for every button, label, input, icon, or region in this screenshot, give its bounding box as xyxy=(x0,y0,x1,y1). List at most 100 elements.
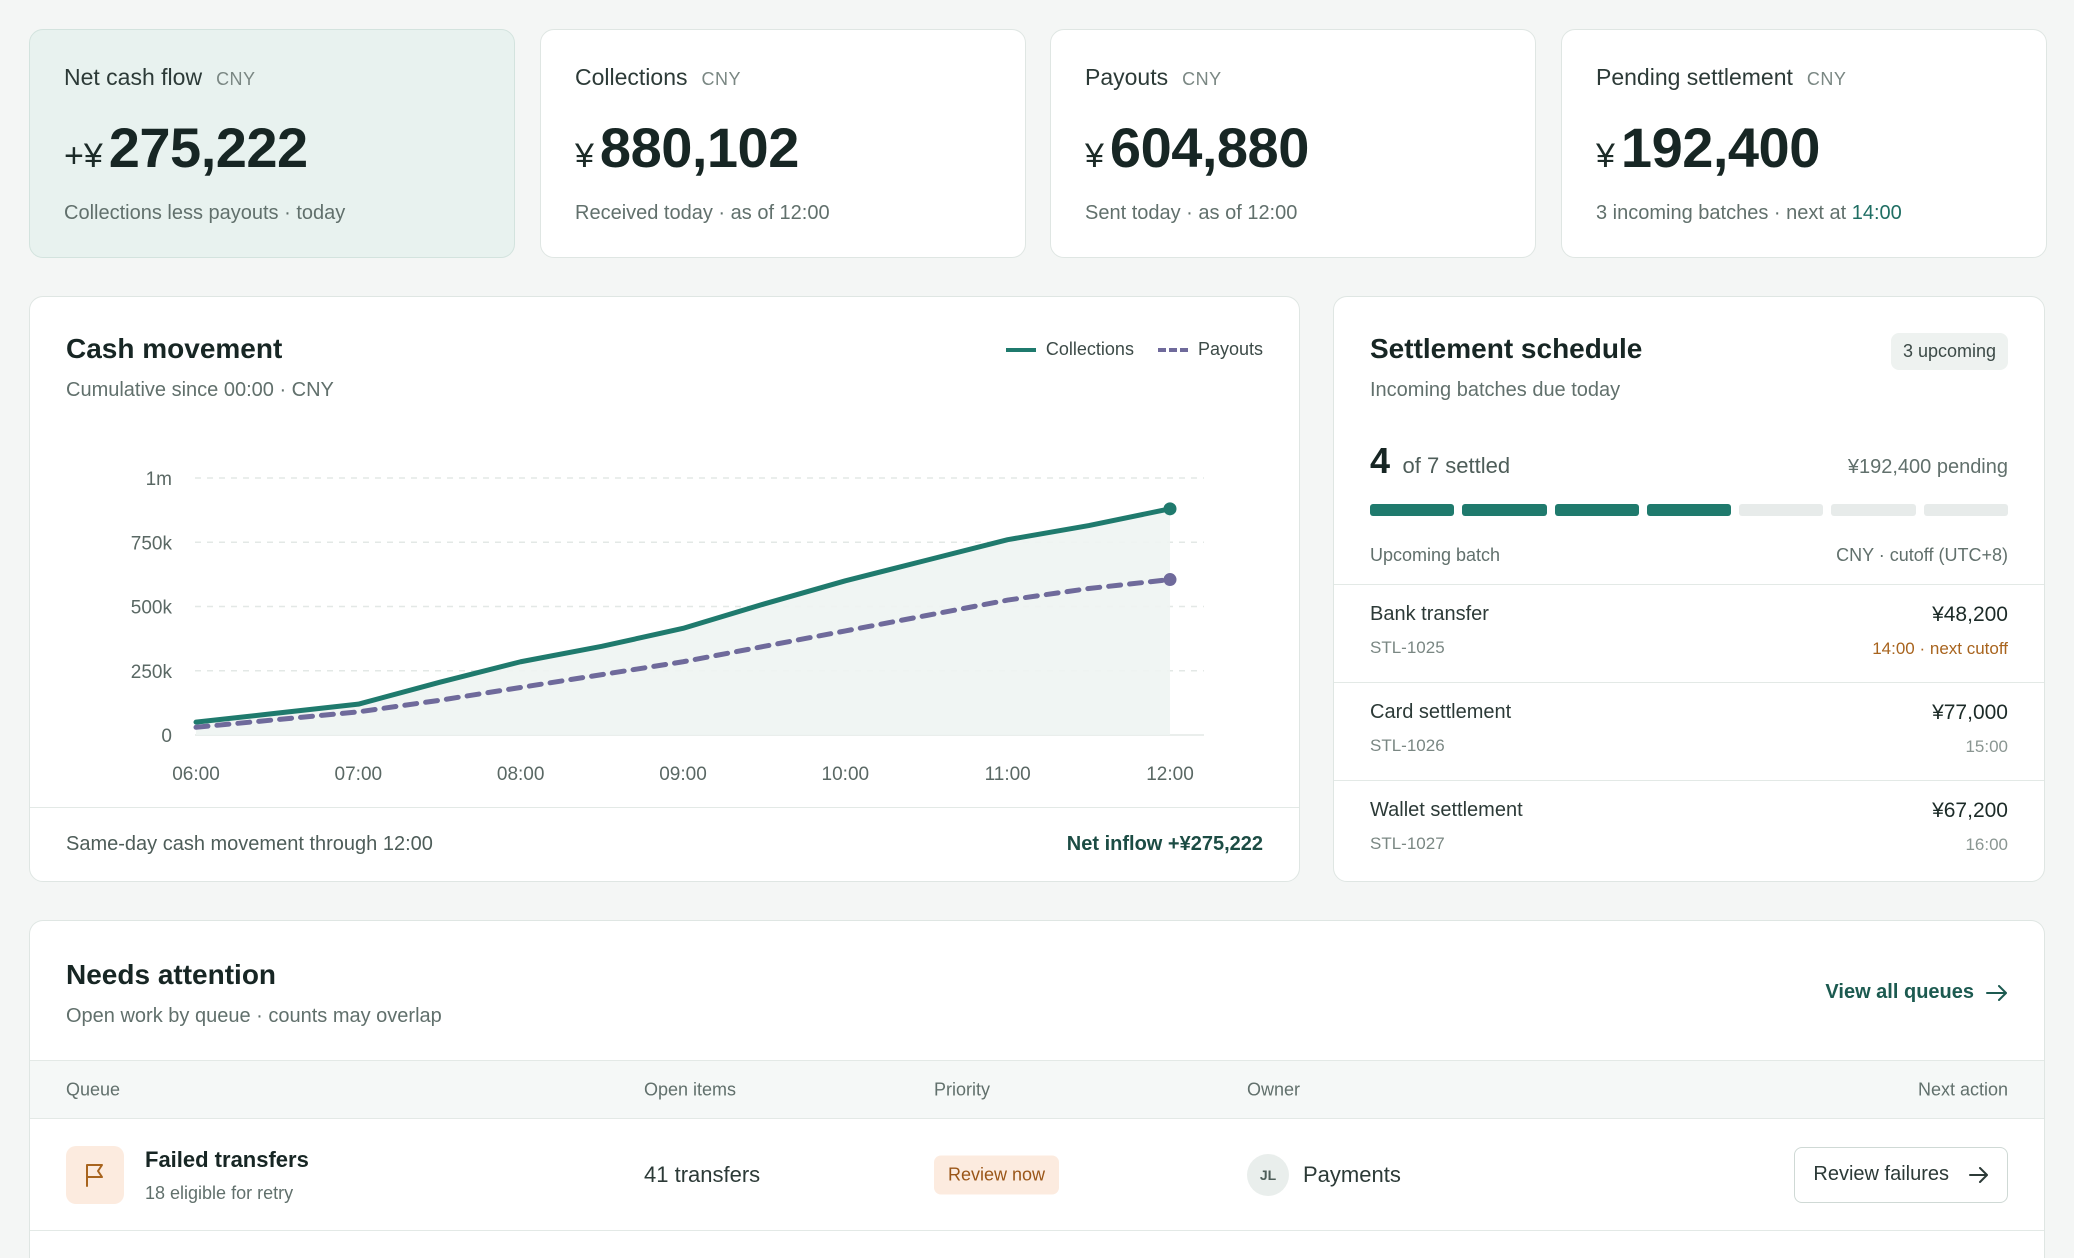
legend-label: Collections xyxy=(1045,339,1134,359)
x-tick-label: 07:00 xyxy=(335,764,383,785)
kpi-title: Collections xyxy=(575,64,688,90)
chart-footer: Same-day cash movement through 12:00 Net… xyxy=(30,807,1299,881)
table-row[interactable]: Failed transfers 18 eligible for retry 4… xyxy=(30,1119,2044,1231)
kpi-unit: CNY xyxy=(216,69,256,89)
legend-label: Payouts xyxy=(1197,339,1263,359)
batch-row[interactable]: Bank transfer STL-1025 ¥48,200 14:00 · n… xyxy=(1334,584,2044,682)
settled-of: of 7 settled xyxy=(1402,453,1511,478)
kpi-currency: ¥ xyxy=(1085,137,1104,175)
x-tick-label: 09:00 xyxy=(659,764,707,785)
y-tick-label: 0 xyxy=(161,726,172,747)
cash-movement-chart: 0 250k 500k 750k 1m 06:00 07:00 08:00 09:00 10:00… xyxy=(131,469,1204,785)
batch-list-header: Upcoming batch CNY · cutoff (UTC+8) xyxy=(1334,545,2044,583)
col-queue[interactable]: Queue xyxy=(66,1079,121,1099)
kpi-value: 275,222 xyxy=(108,116,308,179)
x-tick-label: 06:00 xyxy=(172,764,220,785)
button-label: Review failures xyxy=(1813,1163,1949,1185)
card-title: Settlement schedule xyxy=(1370,333,1643,364)
legend-item-collections: Collections xyxy=(1005,339,1134,360)
col-priority[interactable]: Priority xyxy=(934,1079,991,1099)
queue-subtext: 18 eligible for retry xyxy=(145,1183,294,1203)
collections-area xyxy=(196,508,1170,735)
batch-list: Bank transfer STL-1025 ¥48,200 14:00 · n… xyxy=(1334,584,2044,878)
batch-row[interactable]: Wallet settlement STL-1027 ¥67,200 16:00 xyxy=(1334,780,2044,878)
progress-segment-pending xyxy=(1923,504,2008,516)
batch-amount: ¥77,000 xyxy=(1932,701,2008,724)
card-title: Cash movement xyxy=(66,333,283,364)
avatar: JL xyxy=(1247,1153,1289,1196)
queue-icon-bg xyxy=(66,1146,124,1204)
batch-id: STL-1027 xyxy=(1370,834,1445,853)
batch-col-cutoff: CNY · cutoff (UTC+8) xyxy=(1836,545,2008,565)
kpi-note-time: 14:00 xyxy=(1851,202,1902,224)
upcoming-badge: 3 upcoming xyxy=(1890,333,2008,370)
col-owner[interactable]: Owner xyxy=(1247,1079,1301,1099)
x-tick-label: 12:00 xyxy=(1146,764,1194,785)
batch-name: Wallet settlement xyxy=(1370,799,1523,821)
progress-segments xyxy=(1370,504,2008,516)
batch-row[interactable]: Card settlement STL-1026 ¥77,000 15:00 xyxy=(1334,682,2044,780)
kpi-note: Sent today · as of 12:00 xyxy=(1085,202,1298,224)
y-tick-label: 1m xyxy=(146,469,172,490)
kpi-card-collections: Collections CNY ¥ 880,102 Received today… xyxy=(540,29,1026,258)
owner-name: Payments xyxy=(1303,1161,1401,1187)
kpi-card-pending-settlement: Pending settlement CNY ¥ 192,400 3 incom… xyxy=(1561,29,2047,258)
progress-segment-pending xyxy=(1831,504,1916,516)
batch-cutoff: 14:00 · next cutoff xyxy=(1872,639,2008,658)
chart-footer-note: Same-day cash movement through 12:00 xyxy=(66,833,433,855)
batch-col-label: Upcoming batch xyxy=(1370,545,1501,565)
y-tick-label: 250k xyxy=(131,662,173,683)
kpi-currency: ¥ xyxy=(575,137,594,175)
batch-amount: ¥48,200 xyxy=(1932,603,2008,626)
payouts-end-point xyxy=(1163,573,1177,587)
pending-amount: ¥192,400 pending xyxy=(1847,456,2008,478)
kpi-title: Net cash flow xyxy=(64,64,203,90)
batch-id: STL-1026 xyxy=(1370,736,1445,755)
legend-item-payouts: Payouts xyxy=(1157,339,1263,360)
queue-name[interactable]: Failed transfers xyxy=(145,1147,309,1172)
review-failures-button[interactable]: Review failures xyxy=(1794,1146,2008,1203)
kpi-unit: CNY xyxy=(1182,69,1222,89)
view-all-queues-link[interactable]: View all queues xyxy=(1825,981,2008,1004)
priority-badge: Review now xyxy=(934,1155,1060,1194)
kpi-currency: +¥ xyxy=(64,137,103,175)
progress-segment-settled xyxy=(1462,504,1547,516)
arrow-right-icon xyxy=(1986,984,2007,1001)
kpi-title: Pending settlement xyxy=(1596,64,1793,90)
batch-name: Bank transfer xyxy=(1370,603,1489,625)
table-header: Queue Open items Priority Owner Next act… xyxy=(30,1060,2044,1119)
col-next-action[interactable]: Next action xyxy=(1917,1079,2008,1099)
kpi-note: Received today · as of 12:00 xyxy=(575,202,830,224)
x-tick-label: 10:00 xyxy=(822,764,870,785)
progress-segment-settled xyxy=(1646,504,1732,516)
col-open-items[interactable]: Open items xyxy=(644,1079,737,1099)
kpi-currency: ¥ xyxy=(1596,137,1615,175)
batch-cutoff: 15:00 xyxy=(1965,737,2008,756)
settlement-schedule-card: Settlement schedule Incoming batches due… xyxy=(1333,296,2045,882)
cash-movement-card: 0 250k 500k 750k 1m 06:00 07:00 08:00 09:00 10:00… xyxy=(29,296,1300,882)
net-inflow: Net inflow +¥275,222 xyxy=(1066,833,1263,855)
kpi-note: 3 incoming batches · next at 14:00 xyxy=(1596,202,2012,225)
batch-amount: ¥67,200 xyxy=(1932,799,2008,822)
payouts-line xyxy=(193,577,1173,730)
kpi-unit: CNY xyxy=(701,69,742,89)
collections-line xyxy=(193,506,1173,725)
card-subtitle: Cumulative since 00:00 · CNY xyxy=(66,379,334,401)
batch-id: STL-1025 xyxy=(1370,638,1445,657)
kpi-note: Collections less payouts · today xyxy=(64,202,346,224)
progress-segment-pending xyxy=(1739,504,1824,516)
batch-name: Card settlement xyxy=(1370,701,1512,723)
batch-cutoff: 16:00 xyxy=(1965,835,2008,854)
legend-swatch xyxy=(1005,347,1036,352)
y-tick-label: 500k xyxy=(131,598,173,619)
settled-count: 4 xyxy=(1370,440,1391,481)
collections-end-point xyxy=(1163,502,1177,516)
progress-segment-settled xyxy=(1370,504,1455,516)
y-tick-label: 750k xyxy=(131,533,173,554)
view-all-label: View all queues xyxy=(1825,981,1974,1003)
flag-icon xyxy=(86,1164,103,1187)
card-subtitle: Open work by queue · counts may overlap xyxy=(66,1005,442,1027)
progress-segment-settled xyxy=(1554,504,1639,516)
open-items-count: 41 transfers xyxy=(644,1161,761,1187)
settlement-progress: 4 of 7 settled ¥192,400 pending xyxy=(1370,440,2008,516)
